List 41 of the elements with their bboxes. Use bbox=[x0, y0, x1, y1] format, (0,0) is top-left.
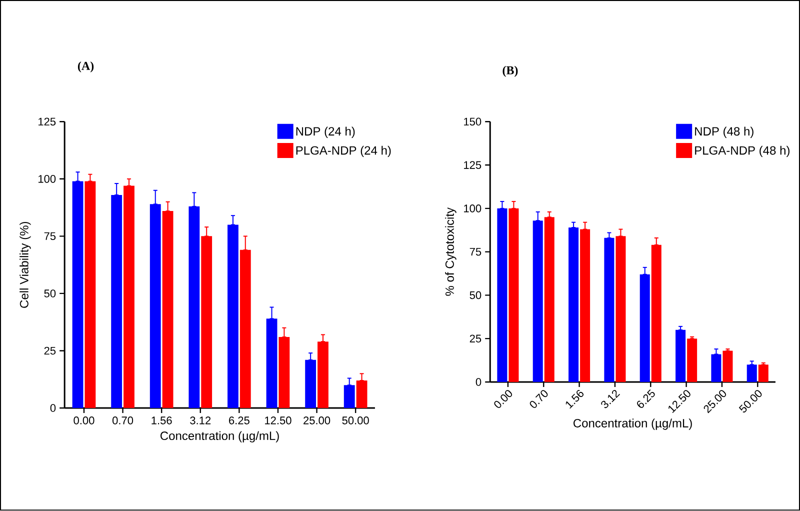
legend-label: NDP (24 h) bbox=[296, 126, 355, 138]
x-axis-title: Concentration (µg/mL) bbox=[574, 418, 692, 430]
y-tick-label: 0 bbox=[50, 404, 56, 412]
chart-title: (B) bbox=[502, 66, 518, 78]
x-tick-label: 50.00 bbox=[342, 416, 369, 425]
x-tick-label: 1.56 bbox=[152, 416, 172, 425]
bar bbox=[722, 350, 733, 382]
bar bbox=[758, 364, 768, 382]
bar bbox=[746, 364, 757, 382]
bar bbox=[676, 330, 686, 382]
y-tick-label: 25 bbox=[470, 334, 482, 343]
x-axis-title: Concentration (µg/mL) bbox=[160, 431, 279, 443]
x-tick-label: 1.56 bbox=[566, 390, 584, 409]
x-tick-label: 3.12 bbox=[190, 416, 211, 425]
y-tick-label: 25 bbox=[44, 347, 56, 355]
y-tick-label: 100 bbox=[464, 204, 482, 213]
x-tick-label: 25.00 bbox=[304, 416, 330, 425]
x-tick-label: 0.00 bbox=[74, 416, 94, 425]
legend-label: PLGA-NDP (48 h) bbox=[695, 146, 790, 158]
y-tick-label: 50 bbox=[470, 291, 482, 300]
x-tick-label: 0.70 bbox=[112, 416, 134, 425]
y-axis-title: Cell Viability (%) bbox=[20, 222, 31, 308]
x-tick-label: 6.25 bbox=[229, 416, 250, 425]
x-tick-label: 0.00 bbox=[494, 390, 512, 408]
y-tick-label: 100 bbox=[38, 175, 56, 183]
x-tick-label: 6.25 bbox=[637, 390, 655, 408]
legend-label: NDP (48 h) bbox=[695, 126, 754, 138]
x-tick-label: 0.70 bbox=[530, 390, 548, 408]
x-tick-label: 3.12 bbox=[601, 390, 620, 408]
y-tick-label: 75 bbox=[470, 248, 482, 256]
legend-label: PLGA-NDP (24 h) bbox=[296, 146, 391, 158]
y-tick-label: 125 bbox=[38, 118, 56, 126]
y-tick-label: 125 bbox=[464, 161, 482, 170]
y-tick-label: 0 bbox=[476, 378, 482, 386]
y-tick-label: 75 bbox=[44, 232, 56, 240]
bar bbox=[687, 338, 698, 382]
chart-title: (A) bbox=[78, 62, 94, 73]
x-tick-label: 12.50 bbox=[265, 416, 292, 425]
y-tick-label: 150 bbox=[464, 118, 482, 126]
y-axis-title: % of Cytotoxicity bbox=[445, 208, 456, 296]
y-tick-label: 50 bbox=[44, 290, 56, 298]
